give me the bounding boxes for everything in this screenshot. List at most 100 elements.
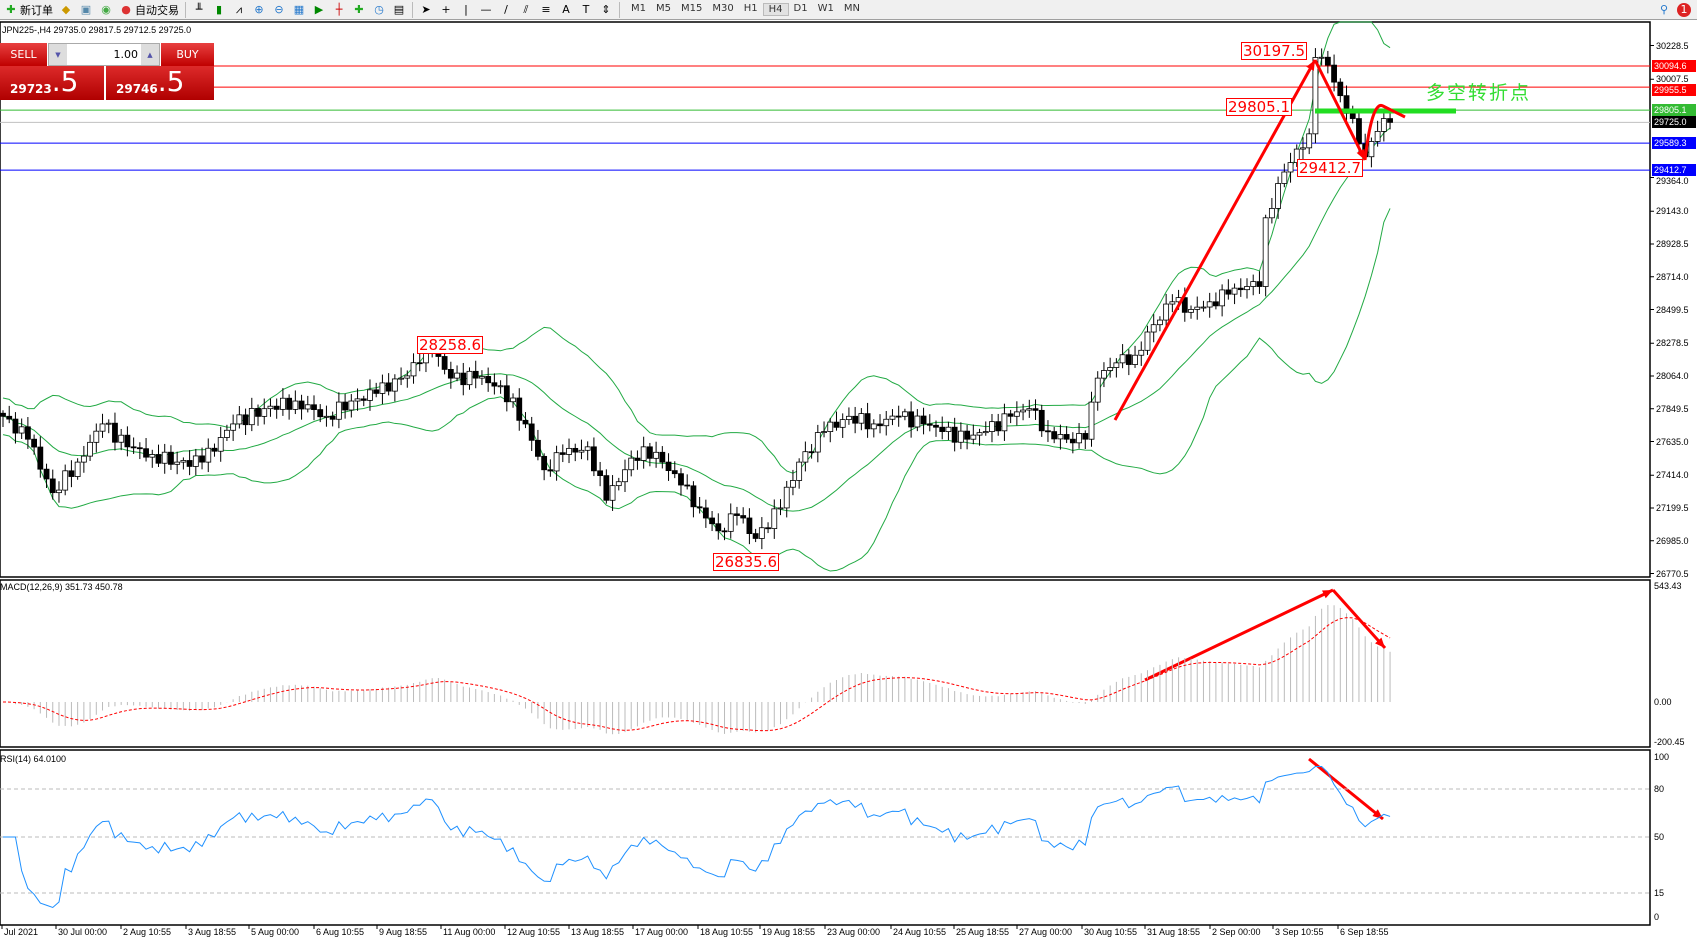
timeframe-m1[interactable]: M1 [631, 3, 646, 14]
cursor-icon[interactable]: ➤ [421, 2, 431, 16]
zoom-in-icon[interactable]: ⊕ [254, 2, 264, 16]
line-chart-icon[interactable]: ⩘ [235, 2, 243, 16]
sell-price-main: 29723 [10, 82, 52, 96]
downtrend-arrow [1313, 59, 1367, 161]
downtrend-arrow-head [1356, 149, 1365, 160]
candle [1113, 362, 1120, 368]
indicators-icon[interactable]: ✚ [354, 2, 364, 16]
candle [1082, 433, 1089, 440]
candle [746, 517, 753, 534]
candlestick-icon[interactable]: ▮ [215, 2, 223, 16]
rebound-arrow [1363, 103, 1406, 161]
time-axis-label: 23 Aug 00:00 [827, 927, 881, 937]
bar-chart-icon[interactable]: ╨ [195, 2, 203, 16]
lots-stepper[interactable]: ▼ 1.00 ▲ [48, 43, 160, 66]
buy-price[interactable]: 29746.5 [106, 66, 214, 100]
lots-input[interactable]: 1.00 [113, 48, 139, 61]
zoom-out-icon[interactable]: ⊖ [274, 2, 284, 16]
timeframe-m15[interactable]: M15 [681, 3, 703, 14]
main-panel-frame [0, 21, 1651, 578]
candle [1076, 433, 1082, 444]
candle [311, 404, 317, 410]
candle [758, 527, 765, 539]
crosshair-icon[interactable]: + [441, 2, 451, 16]
timeframe-d1[interactable]: D1 [793, 3, 808, 14]
candle [466, 370, 473, 386]
trendline-icon[interactable]: / [504, 2, 508, 16]
chart-shift-icon[interactable]: ┼ [335, 2, 343, 16]
candle [261, 408, 268, 417]
time-axis-label: Jul 2021 [4, 927, 39, 937]
horizontal-line-icon[interactable]: — [480, 2, 492, 16]
equidistant-channel-icon[interactable]: ⫽ [523, 2, 529, 16]
buy-button[interactable]: BUY [161, 43, 214, 66]
periods-icon[interactable]: ◷ [374, 2, 384, 16]
candle [541, 455, 548, 471]
candle [1306, 133, 1313, 149]
candle [821, 431, 827, 433]
candle [1107, 367, 1114, 371]
rsi-label: RSI(14) 64.0100 [0, 754, 67, 764]
sell-price-pip: .5 [51, 65, 79, 98]
terminal-icon[interactable]: ▣ [80, 2, 92, 16]
search-icon[interactable]: ⚲ [1659, 2, 1669, 16]
candle [410, 362, 417, 377]
candle [373, 389, 380, 394]
notification-icon[interactable]: 1 [1677, 2, 1691, 17]
candle [74, 461, 81, 477]
candle [684, 484, 691, 487]
timeframe-m5[interactable]: M5 [656, 3, 671, 14]
text-label-icon[interactable]: T [582, 2, 590, 16]
candle [877, 423, 883, 427]
timeframe-mn[interactable]: MN [843, 3, 860, 14]
sell-button[interactable]: SELL [0, 43, 47, 66]
autoscroll-icon[interactable]: ▶ [314, 2, 324, 16]
metaeditor-icon[interactable]: ◆ [61, 2, 71, 16]
macd-axis-label: 0.00 [1654, 697, 1672, 707]
candle [777, 507, 784, 510]
rsi-axis-label: 80 [1654, 784, 1665, 794]
candle [497, 385, 504, 388]
time-axis-label: 24 Aug 10:55 [893, 927, 947, 937]
candle [1331, 64, 1337, 83]
candle [360, 398, 367, 401]
rsi-axis-label: 0 [1654, 912, 1660, 922]
candle [460, 372, 467, 386]
templates-icon[interactable]: ▤ [393, 2, 405, 16]
timeframe-m30[interactable]: M30 [712, 3, 734, 14]
candle [49, 478, 56, 494]
tile-windows-icon[interactable]: ▦ [293, 2, 305, 16]
candle [1181, 297, 1188, 313]
time-axis-label: 9 Aug 18:55 [379, 927, 428, 937]
text-icon[interactable]: A [562, 2, 570, 16]
sell-price[interactable]: 29723.5 [0, 66, 104, 100]
decrease-lots-button[interactable]: ▼ [49, 44, 67, 65]
candle [1380, 118, 1387, 132]
candle [304, 404, 311, 410]
candle [1200, 306, 1207, 309]
increase-lots-button[interactable]: ▲ [141, 44, 159, 65]
macd-axis-label: 543.43 [1654, 581, 1682, 591]
candle [1169, 301, 1176, 305]
candle [653, 451, 659, 459]
new-order-button[interactable]: ✚ 新订单 [4, 2, 53, 18]
candle [1324, 56, 1331, 66]
time-axis-label: 12 Aug 10:55 [507, 927, 561, 937]
timeframe-h4[interactable]: H4 [762, 3, 789, 16]
signals-icon[interactable]: ◉ [101, 2, 111, 16]
candle [62, 470, 69, 491]
time-axis-label: 13 Aug 18:55 [571, 927, 625, 937]
time-axis-label: 11 Aug 00:00 [443, 927, 496, 937]
fibonacci-icon[interactable]: ≡ [541, 2, 551, 16]
auto-trading-button[interactable]: ● 自动交易 [119, 2, 179, 18]
candle [740, 515, 747, 519]
timeframe-w1[interactable]: W1 [817, 3, 834, 14]
candle [970, 434, 977, 440]
arrows-icon[interactable]: ⇕ [601, 2, 611, 16]
candle [180, 460, 187, 463]
timeframe-h1[interactable]: H1 [743, 3, 758, 14]
vertical-line-icon[interactable]: | [464, 2, 468, 16]
candle [273, 405, 280, 410]
candle [920, 415, 927, 425]
